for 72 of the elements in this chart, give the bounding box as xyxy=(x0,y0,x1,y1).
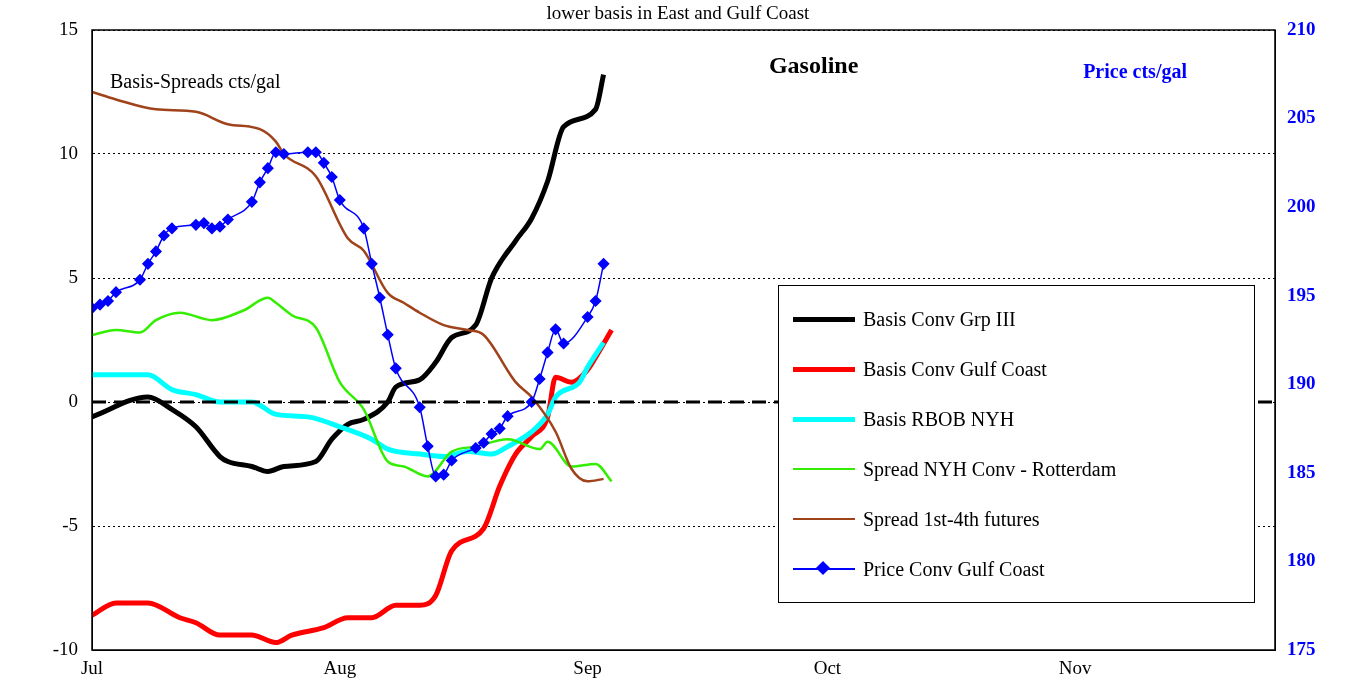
y-tick-label: 15 xyxy=(59,17,78,39)
point xyxy=(501,410,514,422)
point xyxy=(134,274,146,286)
y-tick-label: 5 xyxy=(68,265,78,287)
point xyxy=(150,245,162,258)
line-series xyxy=(92,296,613,483)
x-tick-label: Nov xyxy=(1058,657,1093,679)
point xyxy=(469,442,482,454)
point xyxy=(429,470,442,483)
x-tick-label: Oct xyxy=(813,657,842,679)
point xyxy=(318,157,330,169)
y2-tick-label: 185 xyxy=(1287,460,1316,482)
legend-label: Basis Conv Grp III xyxy=(863,307,1016,331)
y2-tick-label: 180 xyxy=(1287,549,1316,571)
point xyxy=(326,171,338,183)
y-axis-title: Basis-Spreads cts/gal xyxy=(110,70,281,93)
point xyxy=(166,222,178,235)
y2-tick-label: 200 xyxy=(1287,195,1316,217)
point xyxy=(382,328,394,341)
point xyxy=(94,298,106,311)
point xyxy=(278,148,290,160)
legend-label: Basis RBOB NYH xyxy=(863,407,1015,431)
point xyxy=(262,162,274,174)
point xyxy=(557,337,570,350)
point xyxy=(485,428,498,440)
point xyxy=(158,229,170,242)
y-tick-label: -10 xyxy=(52,637,78,659)
y-tick-label: 0 xyxy=(68,389,78,411)
point xyxy=(110,286,122,298)
legend-label: Spread NYH Conv - Rotterdam xyxy=(863,457,1117,481)
y-tick-label: 10 xyxy=(59,141,78,163)
legend-label: Price Conv Gulf Coast xyxy=(863,557,1045,581)
point xyxy=(581,311,594,323)
text: Gasoline xyxy=(768,52,859,79)
point xyxy=(206,222,218,235)
point xyxy=(597,258,610,270)
point xyxy=(413,401,426,414)
point xyxy=(549,323,562,336)
y-tick-label: -5 xyxy=(62,513,78,535)
point xyxy=(477,436,490,449)
x-tick-label: Sep xyxy=(573,657,602,679)
point xyxy=(541,346,554,359)
y2-tick-label: 190 xyxy=(1287,372,1316,394)
y2-axis-title: Price cts/gal xyxy=(1083,60,1187,83)
legend-label: Spread 1st-4th futures xyxy=(863,507,1040,531)
x-tick-label: Aug xyxy=(323,657,357,679)
point xyxy=(445,454,458,467)
y2-tick-label: 210 xyxy=(1287,17,1316,39)
y2-tick-label: 175 xyxy=(1287,637,1316,659)
chart-subtitle: lower basis in East and Gulf Coast xyxy=(546,2,810,23)
point xyxy=(389,362,402,375)
y2-tick-label: 195 xyxy=(1287,283,1316,305)
point xyxy=(493,422,506,435)
point xyxy=(214,220,226,233)
y2-tick-label: 205 xyxy=(1287,106,1316,128)
point xyxy=(254,176,266,189)
point xyxy=(437,468,450,481)
point xyxy=(334,194,346,206)
point xyxy=(198,217,210,229)
point xyxy=(142,258,154,270)
point xyxy=(358,222,370,235)
point xyxy=(366,258,378,270)
point xyxy=(533,373,546,385)
x-tick-label: Jul xyxy=(80,657,104,679)
point xyxy=(246,196,258,208)
point xyxy=(222,213,234,226)
point xyxy=(310,146,322,158)
point xyxy=(421,440,434,453)
point xyxy=(374,291,386,304)
legend-label: Basis Conv Gulf Coast xyxy=(863,357,1047,381)
point xyxy=(589,295,602,307)
point xyxy=(102,295,114,307)
